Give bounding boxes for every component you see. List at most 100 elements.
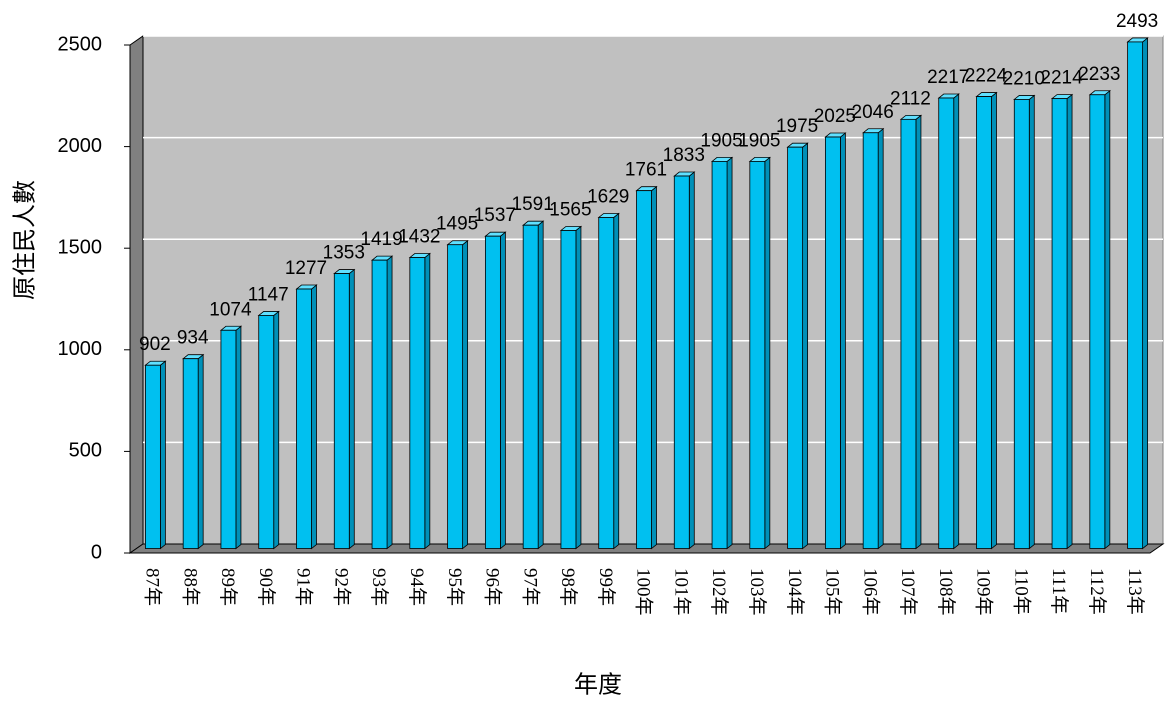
bar (938, 97, 955, 549)
x-tick-label: 99年 (595, 568, 617, 606)
x-tick-label: 94年 (406, 568, 428, 606)
value-label: 1495 (436, 214, 478, 235)
x-tick-label: 110年 (1010, 568, 1032, 615)
value-label: 1419 (360, 229, 402, 250)
value-label: 2112 (890, 88, 931, 109)
x-tick-label: 101年 (670, 568, 692, 616)
value-label: 2025 (814, 106, 856, 127)
bar-side (613, 212, 620, 550)
value-label: 902 (139, 334, 171, 355)
bar-side (764, 156, 771, 550)
bar (673, 175, 690, 549)
bar (333, 273, 350, 549)
bar-side (991, 91, 997, 550)
value-label: 1565 (549, 200, 591, 221)
bar (409, 257, 426, 549)
value-label: 1975 (776, 116, 818, 137)
value-label: 1074 (209, 299, 252, 320)
bar (144, 364, 161, 549)
bar-side (348, 268, 355, 550)
value-label: 2210 (1003, 68, 1045, 89)
bar-side (877, 127, 884, 550)
bar (976, 96, 992, 549)
x-tick-label: 95年 (444, 568, 466, 606)
bar-side (1104, 89, 1111, 550)
x-tick-label: 89年 (217, 568, 239, 606)
bar-side (462, 239, 469, 550)
value-label: 1147 (248, 284, 289, 305)
x-tick-label: 113年 (1124, 568, 1146, 615)
x-tick-label: 90年 (255, 568, 277, 606)
y-tick-label: 0 (91, 541, 102, 563)
bar-side (197, 353, 204, 550)
bar (787, 146, 804, 549)
bar-side (915, 114, 922, 550)
bar (711, 161, 728, 549)
value-label: 1277 (285, 258, 327, 279)
bar-side (273, 310, 280, 550)
x-tick-label: 106年 (859, 568, 881, 616)
bar (447, 244, 464, 549)
bar (560, 230, 577, 549)
x-tick-label: 105年 (822, 568, 844, 616)
x-tick-label: 88年 (179, 568, 201, 606)
bar-side (235, 325, 242, 550)
x-tick-label: 102年 (708, 568, 730, 616)
bar-side (1142, 37, 1149, 550)
x-tick-label: 97年 (519, 568, 541, 606)
bar (636, 190, 652, 549)
value-label: 1761 (625, 160, 667, 181)
y-tick-label: 500 (69, 440, 102, 462)
value-label: 1432 (398, 227, 440, 248)
bar-side (386, 255, 393, 550)
value-label: 1905 (700, 130, 742, 151)
side-wall (129, 35, 144, 554)
bar (484, 235, 501, 549)
bar-side (537, 220, 544, 550)
bar (220, 329, 237, 549)
bar (598, 217, 615, 549)
bar-side (651, 185, 657, 550)
x-tick-label: 104年 (784, 568, 806, 616)
value-label: 1537 (474, 205, 516, 226)
x-tick-label: 107年 (897, 568, 919, 616)
value-label: 2214 (1040, 68, 1083, 89)
value-label: 1905 (738, 130, 780, 151)
bar (1013, 99, 1030, 549)
x-tick-label: 96年 (482, 568, 504, 606)
x-tick-label: 108年 (935, 568, 957, 616)
bar-side (575, 225, 582, 550)
value-label: 2493 (1116, 11, 1158, 32)
x-tick-label: 87年 (142, 568, 164, 606)
bar-side (1066, 93, 1073, 550)
bar (862, 132, 879, 549)
value-label: 2224 (965, 66, 1008, 87)
value-label: 934 (177, 328, 209, 349)
value-label: 2046 (852, 102, 894, 123)
bar (1089, 94, 1106, 549)
bar-side (311, 284, 317, 550)
x-tick-label: 92年 (330, 568, 352, 606)
x-tick-label: 111年 (1048, 568, 1070, 614)
bar (371, 259, 388, 549)
bar-side (726, 156, 733, 550)
x-tick-label: 103年 (746, 568, 768, 616)
value-label: 1591 (512, 194, 554, 215)
bar (824, 136, 841, 549)
bar (1051, 98, 1068, 549)
x-axis-title: 年度 (574, 671, 622, 698)
bar-side (499, 231, 506, 550)
x-tick-label: 98年 (557, 568, 579, 606)
value-label: 2233 (1078, 64, 1120, 85)
x-tick-label: 109年 (973, 568, 995, 616)
bar-side (802, 142, 809, 550)
y-tick-label: 2500 (58, 33, 103, 55)
bar (258, 315, 275, 549)
bar (900, 118, 917, 549)
bar-side (159, 360, 166, 550)
bar-side (839, 132, 846, 550)
bar (296, 288, 312, 549)
y-tick-label: 1000 (58, 338, 103, 360)
